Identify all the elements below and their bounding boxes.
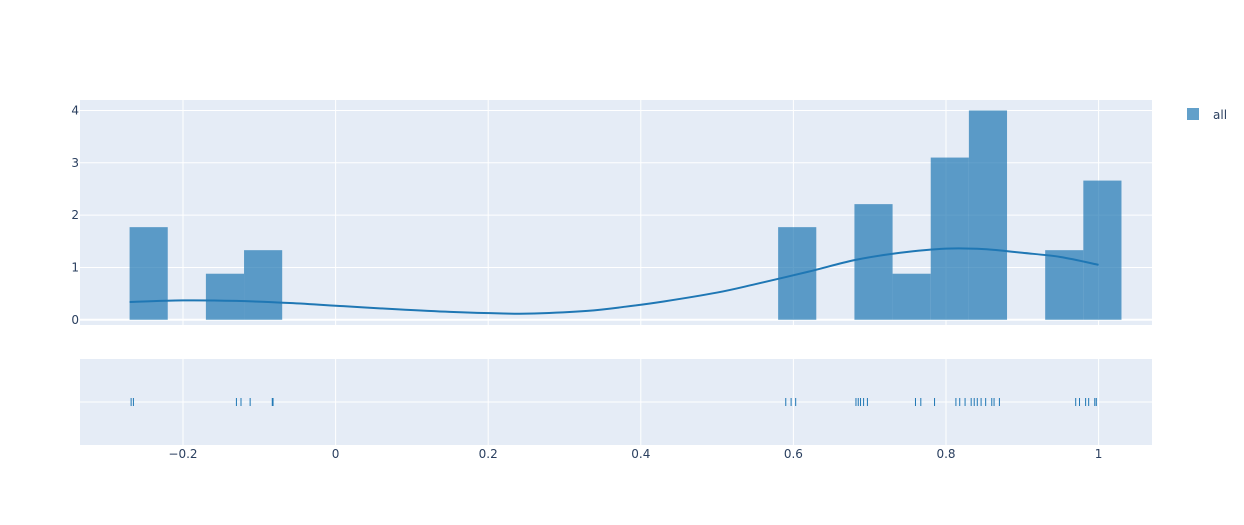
x-tick-label-2: 0.2 (479, 447, 498, 461)
y-tick-label-0: 0 (71, 313, 79, 327)
x-tick-label-0: −0.2 (168, 447, 197, 461)
x-axis-tick-labels: −0.2 0 0.2 0.4 0.6 0.8 1 (168, 447, 1102, 461)
histogram-bar-5 (892, 273, 931, 320)
legend-swatch-all[interactable] (1187, 108, 1199, 120)
histogram-bar-8 (1045, 250, 1084, 320)
y-tick-label-4: 4 (71, 103, 79, 117)
histogram-bar-9 (1083, 180, 1122, 320)
y-tick-label-1: 1 (71, 260, 79, 274)
kde-curve-layer (129, 247, 1099, 315)
x-tick-label-4: 0.6 (784, 447, 803, 461)
histogram-bars (129, 110, 1122, 320)
y-axis-tick-labels: 0 1 2 3 4 (71, 103, 79, 326)
histogram-bar-0 (129, 227, 168, 320)
legend[interactable]: all (1187, 108, 1227, 122)
y-tick-label-3: 3 (71, 156, 79, 170)
kde-curve (129, 247, 1099, 315)
histogram-bar-2 (244, 250, 283, 320)
x-tick-label-5: 0.8 (936, 447, 955, 461)
x-tick-label-6: 1 (1095, 447, 1103, 461)
histogram-bar-6 (930, 157, 969, 320)
legend-label-all[interactable]: all (1213, 108, 1227, 122)
histogram-bar-1 (205, 273, 245, 320)
x-tick-label-1: 0 (332, 447, 340, 461)
histogram-bar-7 (968, 110, 1008, 320)
rug-marks (130, 398, 1097, 406)
histogram-bar-4 (854, 204, 893, 320)
x-tick-label-3: 0.4 (631, 447, 650, 461)
y-tick-label-2: 2 (71, 208, 79, 222)
